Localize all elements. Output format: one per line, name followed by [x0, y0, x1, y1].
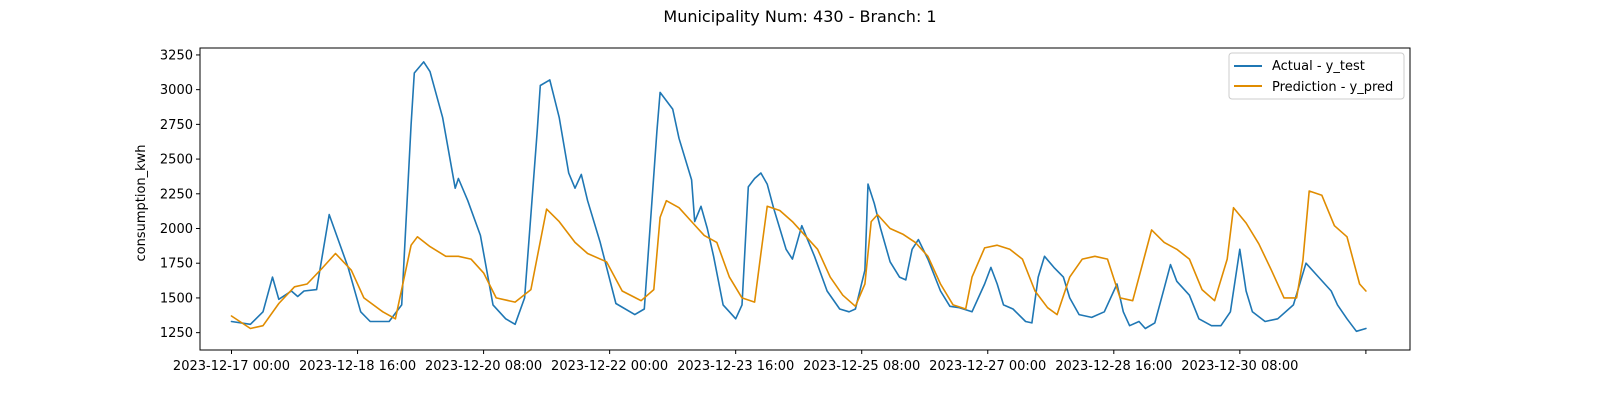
- x-tick-label: 2023-12-25 08:00: [803, 359, 920, 374]
- legend-label-actual: Actual - y_test: [1272, 59, 1365, 74]
- y-tick-label: 3250: [160, 48, 193, 63]
- plot-area-frame: [199, 47, 1411, 351]
- legend-frame: [1228, 52, 1405, 100]
- x-tick-label: 2023-12-17 00:00: [173, 359, 290, 374]
- series-layer: [230, 61, 1367, 333]
- chart-title: Municipality Num: 430 - Branch: 1: [663, 7, 936, 26]
- y-tick-label: 2250: [160, 187, 193, 202]
- legend: Actual - y_test Prediction - y_pred: [1228, 52, 1405, 100]
- y-tick-label: 1500: [160, 291, 193, 306]
- x-tick-label: 2023-12-18 16:00: [299, 359, 416, 374]
- x-tick-label: 2023-12-23 16:00: [677, 359, 794, 374]
- series-line-1: [230, 190, 1367, 330]
- x-tick-label: 2023-12-20 08:00: [425, 359, 542, 374]
- y-tick-label: 1250: [160, 326, 193, 341]
- y-axis: 1250 1500 1750 2000 2250 2500 2750 3000 3250: [160, 48, 200, 341]
- series-line-0: [230, 61, 1367, 333]
- y-tick-label: 2500: [160, 153, 193, 168]
- x-tick-label: 2023-12-28 16:00: [1055, 359, 1172, 374]
- y-tick-label: 2750: [160, 118, 193, 133]
- y-axis-label: consumption_kwh: [134, 144, 149, 261]
- y-tick-label: 1750: [160, 257, 193, 272]
- y-tick-label: 2000: [160, 222, 193, 237]
- x-axis: 2023-12-17 00:00 2023-12-18 16:00 2023-12-…: [173, 350, 1367, 374]
- y-tick-label: 3000: [160, 83, 193, 98]
- legend-label-prediction: Prediction - y_pred: [1272, 80, 1393, 95]
- x-tick-label: 2023-12-30 08:00: [1181, 359, 1298, 374]
- x-tick-label: 2023-12-22 00:00: [551, 359, 668, 374]
- x-tick-label: 2023-12-27 00:00: [929, 359, 1046, 374]
